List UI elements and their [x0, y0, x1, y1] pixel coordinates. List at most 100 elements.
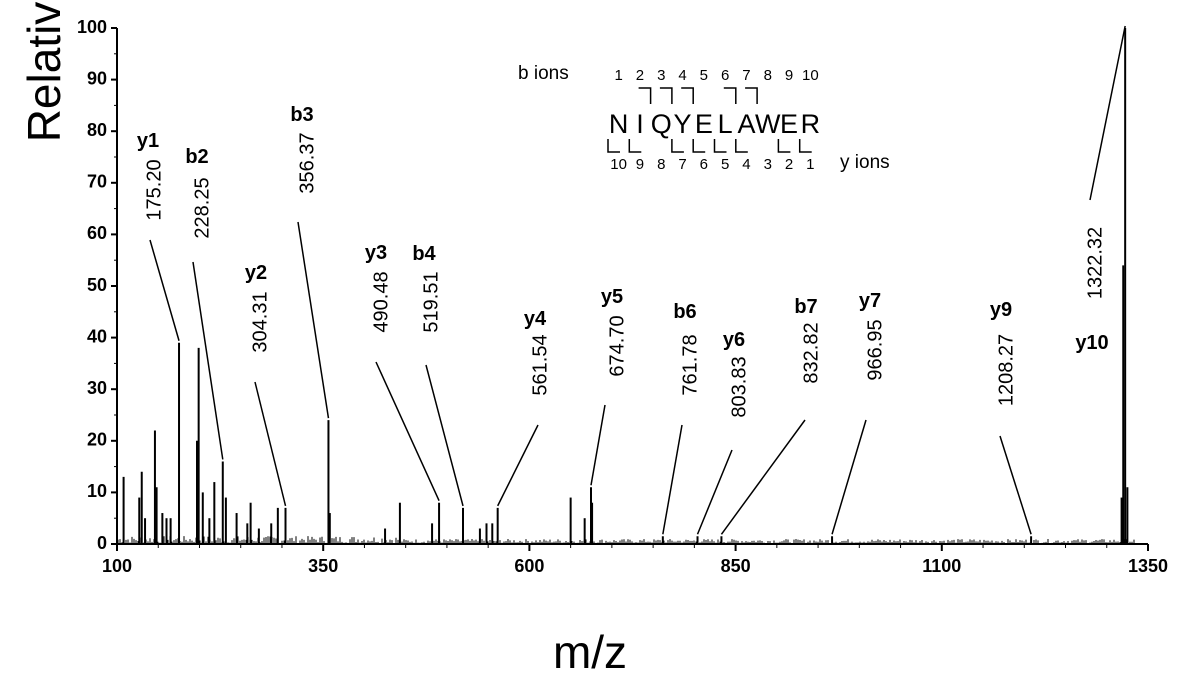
b-ion-number: 10 [802, 67, 819, 84]
ion-label-b2: b2 [185, 146, 208, 168]
mz-label-b3: 356.37 [296, 132, 318, 193]
sequence-residue: E [780, 109, 798, 139]
sequence-residue: R [801, 109, 821, 139]
mz-label-y2: 304.31 [249, 291, 271, 352]
b-ion-number: 7 [742, 67, 750, 84]
x-tick-label: 100 [102, 556, 132, 576]
x-tick-label: 1350 [1128, 556, 1168, 576]
y-tick-label: 10 [87, 481, 107, 501]
y-ion-number: 10 [610, 156, 627, 173]
y-ion-number: 1 [806, 156, 814, 173]
y-cleavage-mark [735, 139, 748, 153]
annotations-layer: y1 175.20 b2 228.25 y2 304.31 b3 356.37 y3 490.48… [137, 25, 1126, 535]
ion-label-b3: b3 [290, 104, 313, 126]
y-tick-label: 90 [87, 68, 107, 88]
y-tick-label: 30 [87, 378, 107, 398]
y-ion-number: 8 [657, 156, 665, 173]
sequence-residue: E [695, 109, 713, 139]
sequence-residue: L [718, 109, 733, 139]
leader-line-b7 [720, 419, 806, 535]
leader-line-y9 [999, 435, 1032, 535]
y-tick-label: 40 [87, 326, 107, 346]
mz-label-y5: 674.70 [606, 315, 628, 376]
sequence-residue: A [737, 109, 755, 139]
sequence-residue: Y [674, 109, 692, 139]
leader-line-y1 [149, 239, 180, 341]
y-cleavage-mark [777, 139, 791, 153]
mz-label-y3: 490.48 [370, 271, 392, 332]
y-cleavage-mark [692, 139, 706, 153]
y-ions-label: y ions [840, 152, 890, 173]
y-ion-number: 3 [764, 156, 772, 173]
sequence-residue: N [609, 109, 629, 139]
leader-line-b2 [192, 261, 224, 460]
y-tick-label: 50 [87, 275, 107, 295]
y-ion-number: 6 [700, 156, 708, 173]
ion-label-y5: y5 [601, 286, 623, 308]
b-cleavage-mark [723, 87, 737, 104]
y-cleavage-mark [798, 139, 812, 153]
mz-label-y1: 175.20 [143, 159, 165, 220]
y-tick-label: 80 [87, 120, 107, 140]
b-ion-number: 9 [785, 67, 793, 84]
y-tick-label: 100 [77, 17, 107, 37]
x-tick-label: 1100 [922, 556, 961, 576]
ion-label-y1: y1 [137, 130, 159, 152]
mz-label-y9: 1208.27 [995, 334, 1017, 406]
y-ion-number: 4 [742, 156, 750, 173]
ion-label-y3: y3 [365, 242, 387, 264]
ion-label-y6: y6 [723, 329, 745, 351]
x-tick-label: 850 [721, 556, 751, 576]
b-ion-number: 2 [636, 67, 644, 84]
ion-label-y4: y4 [524, 308, 547, 330]
b-ion-number: 6 [721, 67, 729, 84]
mz-label-b4: 519.51 [420, 271, 442, 332]
mz-label-y6: 803.83 [728, 356, 750, 417]
leader-line-y10 [1089, 25, 1126, 201]
leader-line-b4 [425, 364, 464, 507]
y-cleavage-mark [628, 139, 642, 153]
y-axis-title: Relativ [18, 2, 70, 143]
b-cleavage-mark [745, 87, 758, 104]
leader-line-b6 [662, 424, 683, 535]
y-ion-number: 5 [721, 156, 729, 173]
x-axis-title: m/z [553, 626, 627, 675]
mz-label-b2: 228.25 [191, 177, 213, 238]
sequence-residue: I [636, 109, 644, 139]
ion-label-b4: b4 [412, 243, 436, 265]
y-ion-number: 2 [785, 156, 793, 173]
mz-label-y10: 1322.32 [1084, 227, 1106, 299]
leader-line-y4 [497, 424, 539, 507]
b-cleavage-mark [638, 87, 652, 104]
leader-line-b3 [297, 221, 330, 419]
b-ion-number: 5 [700, 67, 708, 84]
y-tick-label: 70 [87, 172, 107, 192]
leader-line-y5 [590, 404, 606, 486]
b-ion-number: 8 [764, 67, 772, 84]
y-cleavage-mark [607, 139, 620, 153]
sequence-residue: W [755, 109, 781, 139]
b-cleavage-mark [659, 87, 673, 104]
y-cleavage-mark [671, 139, 684, 153]
b-ions-label: b ions [518, 63, 569, 84]
leader-line-y7 [831, 419, 867, 535]
ion-label-y2: y2 [245, 262, 267, 284]
peaks-layer [116, 28, 1129, 544]
ion-label-b7: b7 [794, 296, 817, 318]
x-tick-label: 350 [308, 556, 338, 576]
mz-label-b7: 832.82 [800, 322, 822, 383]
b-cleavage-mark [681, 87, 694, 104]
leader-line-y2 [254, 381, 287, 507]
y-tick-label: 20 [87, 430, 107, 450]
y-tick-label: 0 [97, 533, 107, 553]
leader-line-y6 [696, 449, 733, 535]
y-ion-number: 9 [636, 156, 644, 173]
leader-line-y3 [375, 361, 440, 502]
b-ion-number: 1 [614, 67, 622, 84]
x-tick-label: 600 [514, 556, 544, 576]
b-ion-number: 4 [678, 67, 686, 84]
b-ion-number: 3 [657, 67, 665, 84]
ion-label-y10: y10 [1075, 332, 1108, 354]
